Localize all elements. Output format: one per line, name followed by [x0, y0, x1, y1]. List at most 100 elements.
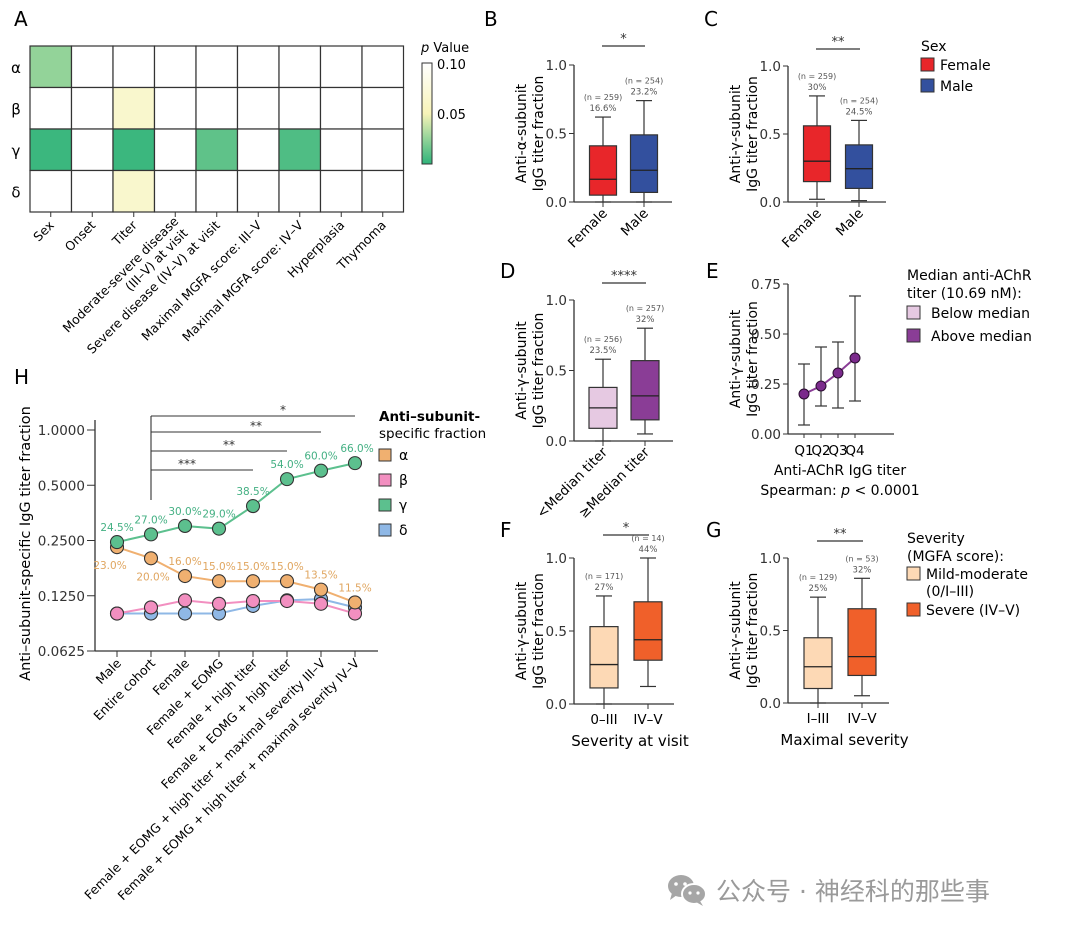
data-point-α [313, 582, 329, 597]
heatmap-cell [70, 169, 114, 213]
heatmap-cell [112, 169, 156, 213]
y-axis-label-line: IgG titer fraction [531, 76, 547, 192]
x-tick-label: Male [618, 206, 652, 240]
data-label-gamma: 66.0% [340, 443, 373, 455]
data-label-alpha: 16.0% [168, 556, 201, 568]
heatmap-cell [112, 45, 156, 89]
box [802, 125, 832, 183]
heatmap-cell [278, 169, 322, 213]
colorbar-title-p: p [420, 41, 429, 56]
legend-swatch [906, 602, 921, 617]
panel-g: G Anti-γ-subunitIgG titer fraction 0.0 0.5 1… [706, 518, 1028, 749]
panel-label: E [706, 259, 719, 283]
column-label-line: Titer [108, 217, 140, 249]
significance-label: * [623, 521, 630, 536]
heatmap-cell [195, 86, 239, 130]
data-point-γ [109, 535, 125, 550]
heatmap-cell [153, 128, 197, 172]
y-tick-label: 1.0 [546, 58, 567, 74]
legend-label: Mild-moderate [926, 567, 1028, 583]
legend-title: (MGFA score): [907, 549, 1004, 565]
data-label-gamma: 24.5% [100, 522, 133, 534]
heatmap-cell [195, 45, 239, 89]
median-label: 32% [853, 565, 872, 575]
panel-h: H Anti–subunit-specific IgG titer fractio… [14, 365, 486, 903]
y-axis-label-line: Anti-γ-subunit [514, 321, 530, 420]
median-label: 24.5% [845, 107, 872, 117]
y-axis-label: Anti-α-subunitIgG titer fraction [514, 76, 547, 192]
x-tick-label: Q1 [794, 443, 813, 459]
median-label: 25% [809, 584, 828, 594]
y-tick-label: 0.5 [546, 624, 567, 640]
significance-label: **** [611, 269, 638, 284]
y-axis-label-line: IgG titer fraction [745, 573, 761, 689]
legend-label: Severe (IV–V) [926, 603, 1020, 619]
panel-label: D [500, 259, 515, 283]
legend-title: Anti–subunit- [379, 409, 480, 425]
data-point-β [313, 596, 329, 611]
n-label: (n = 259) [584, 93, 622, 102]
y-axis-label-line: IgG titer fraction [745, 76, 761, 192]
heatmap-cell [70, 45, 114, 89]
x-tick-label: IV–V [633, 712, 663, 728]
x-tick-label: <Median titer [534, 444, 611, 521]
y-tick-label: 0.25 [751, 377, 781, 393]
data-point-α [211, 574, 227, 589]
x-axis-label: Maximal severity [780, 731, 908, 749]
n-label: (n = 129) [799, 573, 837, 582]
row-label: γ [12, 142, 21, 160]
y-tick-label: 1.0 [546, 551, 567, 567]
panel-label: A [14, 7, 28, 31]
data-point-β [177, 593, 193, 608]
y-tick-label: 0.5 [546, 127, 567, 143]
y-tick-label: 0.50 [751, 327, 781, 343]
y-axis-label: Anti-γ-subunitIgG titer fraction [728, 301, 761, 417]
x-tick-label: Q4 [845, 443, 864, 459]
significance-label: ** [832, 35, 846, 50]
data-point-γ [245, 499, 261, 514]
colorbar-tick-label: 0.05 [437, 108, 466, 123]
heatmap-cell [236, 128, 280, 172]
panel-label: H [14, 365, 29, 389]
y-tick-label: 0.0 [760, 696, 781, 712]
subtitle: Spearman: p < 0.0001 [760, 483, 919, 499]
legend-label: Male [940, 79, 973, 95]
y-tick-label: 1.0 [760, 551, 781, 567]
data-point-α [279, 574, 295, 589]
data-label-alpha: 23.0% [93, 560, 126, 572]
x-tick-label: 0–III [590, 712, 617, 728]
legend-label: Below median [931, 306, 1030, 322]
data-point-γ [347, 456, 363, 471]
significance-label: ** [223, 438, 235, 452]
y-tick-label: 0.0 [546, 434, 567, 450]
y-axis-label-line: Anti-γ-subunit [728, 84, 744, 183]
colorbar-tick-label: 0.10 [437, 58, 466, 73]
data-label-gamma: 29.0% [202, 509, 235, 521]
n-label: (n = 14) [631, 534, 664, 543]
heatmap-cell [29, 86, 73, 130]
panel-f: F Anti-γ-subunitIgG titer fraction 0.0 0.5 1… [500, 518, 689, 750]
heatmap-cell [29, 169, 73, 213]
legend-swatch [906, 328, 921, 343]
watermark: 公众号 · 神经科的那些事 [666, 872, 990, 908]
legend-swatch [378, 473, 392, 487]
legend-swatch [920, 57, 935, 72]
significance-label: * [620, 32, 627, 47]
data-label-alpha: 13.5% [304, 570, 337, 582]
median-label: 23.5% [589, 346, 616, 356]
heatmap-cell [70, 86, 114, 130]
data-label-gamma: 54.0% [270, 459, 303, 471]
legend-swatch [920, 78, 935, 93]
data-point-δ [177, 606, 193, 621]
row-label: α [11, 59, 21, 77]
n-label: (n = 256) [584, 335, 622, 344]
heatmap-cell [70, 128, 114, 172]
y-axis-label: Anti-γ-subunitIgG titer fraction [728, 76, 761, 192]
box [847, 608, 877, 677]
watermark-text: 公众号 · 神经科的那些事 [716, 877, 990, 906]
heatmap-cell [153, 45, 197, 89]
y-tick-label: 0.5 [760, 624, 781, 640]
legend-swatch [906, 566, 921, 581]
data-point-γ [177, 518, 193, 534]
